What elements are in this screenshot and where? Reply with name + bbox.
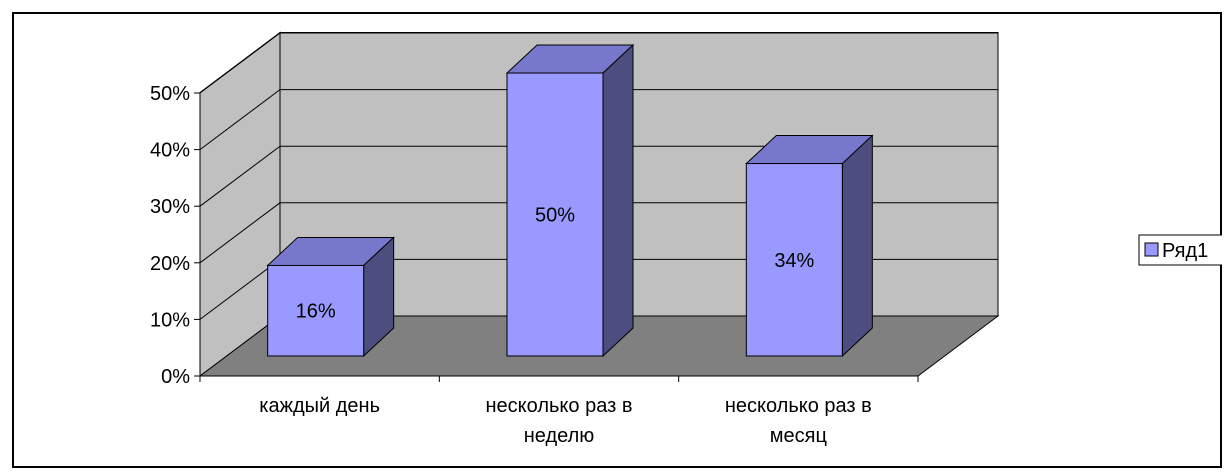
bar-2: 34% bbox=[745, 134, 874, 358]
y-tick-label: 30% bbox=[150, 196, 190, 218]
bar-side bbox=[602, 43, 634, 358]
bars: 16% 50% 34% bbox=[266, 43, 874, 358]
x-tick-label-line: месяц bbox=[770, 425, 827, 447]
data-label: 16% bbox=[296, 301, 336, 323]
y-tick-label: 20% bbox=[150, 253, 190, 275]
x-tick-label: несколько раз в неделю bbox=[486, 395, 633, 447]
x-tick-label: каждый день bbox=[259, 395, 380, 417]
bar bbox=[506, 72, 604, 357]
bar bbox=[745, 163, 843, 357]
bar bbox=[267, 264, 365, 357]
legend-swatch bbox=[1144, 242, 1159, 257]
x-tick-label-line: каждый день bbox=[259, 395, 380, 417]
legend: Ряд1 bbox=[1138, 234, 1224, 266]
x-tick-label-line: неделю bbox=[524, 425, 595, 447]
chart-frame: 0% 10% 20% 30% 40% 50% каждый день несколько р… bbox=[12, 12, 1224, 468]
y-axis: 0% 10% 20% 30% 40% 50% bbox=[150, 83, 201, 388]
legend-entry: Ряд1 bbox=[1162, 240, 1208, 262]
y-tick-label: 40% bbox=[150, 140, 190, 162]
y-tick-label: 10% bbox=[150, 309, 190, 331]
gridline bbox=[199, 89, 998, 151]
gridline bbox=[199, 32, 998, 94]
bar-chart: 0% 10% 20% 30% 40% 50% каждый день несколько р… bbox=[12, 12, 1224, 468]
data-label: 50% bbox=[535, 205, 575, 227]
y-tick-label: 0% bbox=[161, 366, 190, 388]
data-label: 34% bbox=[774, 250, 814, 272]
x-axis: каждый день несколько раз в неделюнескольк… bbox=[199, 375, 919, 447]
x-tick-label-line: несколько раз в bbox=[486, 395, 633, 417]
x-tick-label: несколько раз в месяц bbox=[725, 395, 872, 447]
bar-0: 16% bbox=[266, 236, 395, 358]
bar-1: 50% bbox=[505, 43, 635, 358]
x-tick-label-line: несколько раз в bbox=[725, 395, 872, 417]
bar-side bbox=[841, 134, 873, 358]
y-tick-label: 50% bbox=[150, 83, 190, 105]
gridline bbox=[199, 145, 998, 207]
